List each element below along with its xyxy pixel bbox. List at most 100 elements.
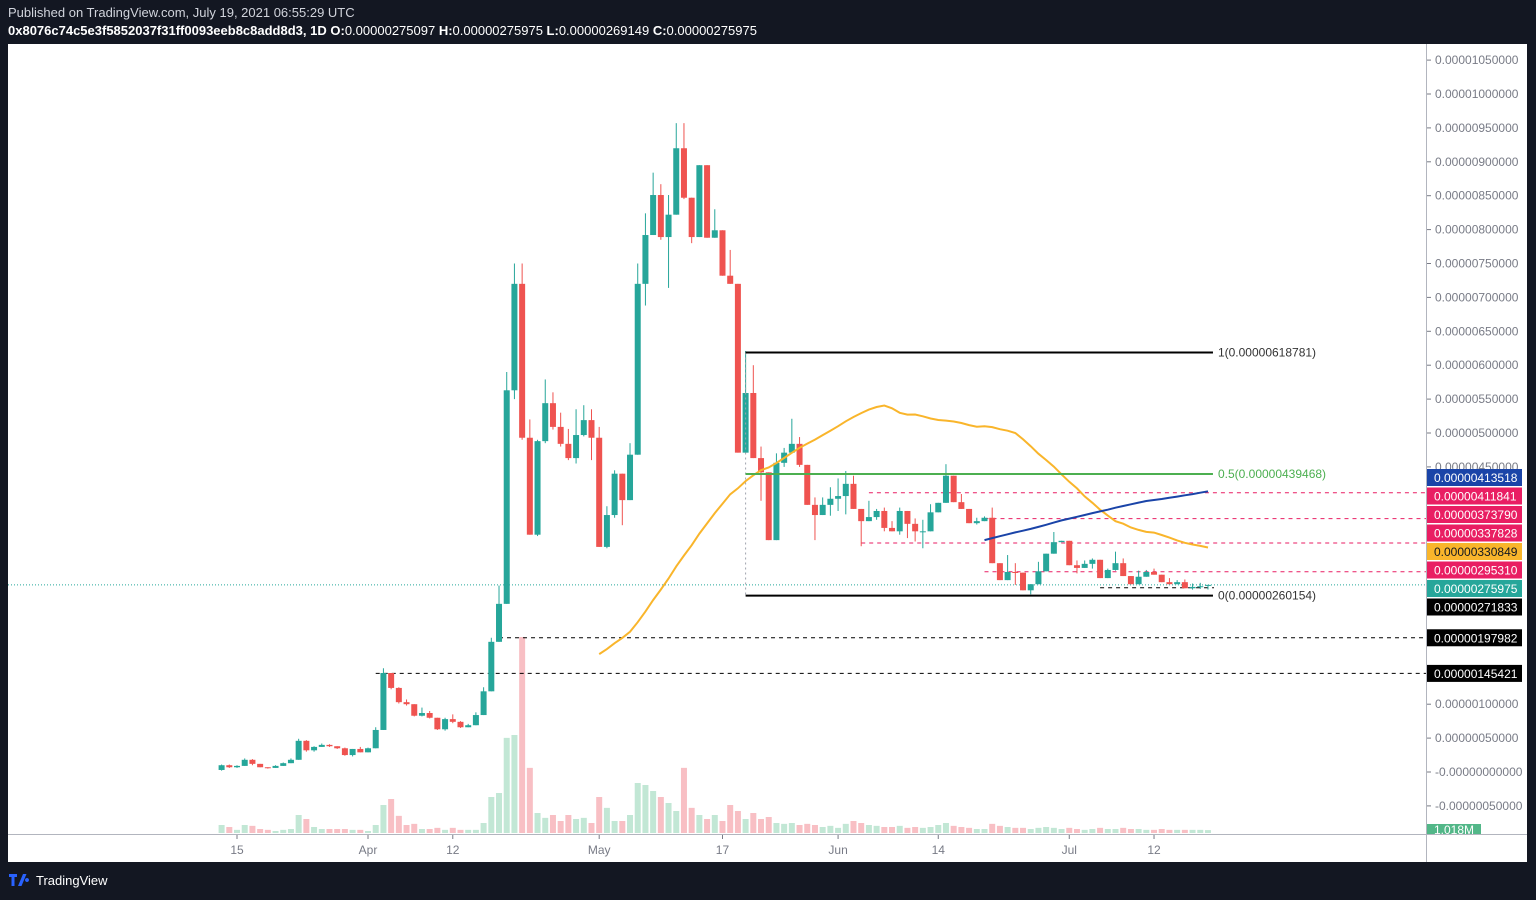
volume-bar [1050,827,1057,833]
volume-bar [365,831,372,833]
price-tick-label: 0.00001050000 [1435,53,1519,67]
volume-bar [981,829,988,833]
volume-bar [334,829,341,833]
candle-down [264,767,271,769]
candle-down [588,420,595,438]
candle-up [442,719,449,730]
high-label: H: [438,23,453,38]
time-tick-label: Apr [359,843,378,857]
volume-bar [442,829,449,833]
volume-bars [218,637,1211,833]
footer-brand[interactable]: TradingView [36,872,108,888]
sma-50-price-label-bg [1427,542,1522,560]
volume-bar [349,829,356,833]
candle-up [665,214,672,238]
candle-up [642,235,649,284]
candle-up [1189,586,1196,589]
candle-up [1058,540,1065,543]
candle-down [966,508,973,524]
price-tick-label: 0.00000700000 [1435,290,1519,304]
candle-down [1097,559,1104,579]
candle-up [295,740,302,760]
candle-up [472,715,479,726]
candle-down [904,510,911,524]
candle-up [873,510,880,518]
volume-bar [257,829,264,833]
time-tick-label: 15 [230,843,244,857]
volume-bar [1027,829,1034,833]
candle-down [758,458,765,473]
candle-down [341,748,348,756]
level-price-label: 0.00000145421 [1434,667,1518,681]
volume-bar [942,823,949,833]
volume-bar [950,825,957,833]
candle-down [727,275,734,284]
price-axis[interactable]: 0.00001050000 0.00001000000 0.00000950000 0… [1427,53,1523,813]
volume-bar [650,791,657,833]
volume-bar [680,767,687,833]
candle-up [1027,584,1034,591]
volume-bar [788,823,795,833]
volume-bar [573,819,580,833]
fib-level-1-label: 1(0.00000618781) [1218,345,1316,359]
volume-bar [1081,829,1088,833]
time-tick-label: May [588,843,611,857]
candle-up [418,713,425,716]
volume-bar [434,827,441,833]
level-price-label: 0.00000197982 [1434,631,1518,645]
volume-bar [449,827,456,833]
volume-bar [1158,829,1165,833]
level-price-label-bg [1427,524,1522,542]
candle-up [534,441,541,535]
candle-down [326,744,333,747]
candle-up [935,502,942,513]
volume-bar [642,785,649,833]
open-value: 0.00000275097 [344,23,436,38]
candle-up [634,283,641,455]
volume-bar [842,823,849,833]
close-value: 0.00000275975 [666,23,757,38]
price-axis-labels: 0.00000413518 0.00000411841 0.00000373790 0… [1427,468,1522,837]
volume-bar [295,815,302,833]
volume-bar [1035,827,1042,833]
last-price-label-bg [1427,579,1522,597]
candle-down [680,148,687,198]
volume-bar [249,825,256,833]
tradingview-logo-icon [9,874,30,886]
volume-bar [627,815,634,833]
candle-down [858,508,865,522]
volume-bar [1127,829,1134,833]
candle-up [1104,569,1111,579]
candle-down [449,719,456,722]
price-tick-label: 0.00000600000 [1435,358,1519,372]
time-tick-label: Jun [828,843,847,857]
candle-down [403,702,410,705]
candle-up [942,475,949,503]
volume-bar [588,823,595,833]
price-tick-label: 0.00000850000 [1435,189,1519,203]
candle-up [1089,559,1096,564]
fibonacci-retracement[interactable]: 1(0.00000618781) 0.5(0.00000439468) 0(0.00… [745,345,1326,603]
candle-up [1043,553,1050,572]
published-info: Published on TradingView.com, July 19, 2… [8,5,355,20]
price-tick-label: 0.00000950000 [1435,121,1519,135]
sma-100-price-label-bg [1427,468,1522,486]
time-tick-label: 12 [446,843,460,857]
volume-bar [696,815,703,833]
volume-bar [272,831,279,833]
volume-bar [989,823,996,833]
level-price-label-bg [1427,487,1522,505]
symbol-name[interactable]: 0x8076c74c5e3f5852037f31ff0093eeb8c8add8… [8,23,327,38]
volume-bar [1174,829,1181,833]
candle-down [1151,571,1158,575]
candle-down [1020,572,1027,591]
candle-down [303,740,310,751]
candle-up [788,443,795,453]
volume-bar [534,813,541,833]
candle-up [241,759,248,766]
sma-100-price-label: 0.00000413518 [1434,471,1518,485]
candle-up [865,517,872,522]
volume-bar [380,805,387,833]
time-axis[interactable]: 15 Apr 12 May 17 Jun 14 Jul 12 [230,835,1161,857]
